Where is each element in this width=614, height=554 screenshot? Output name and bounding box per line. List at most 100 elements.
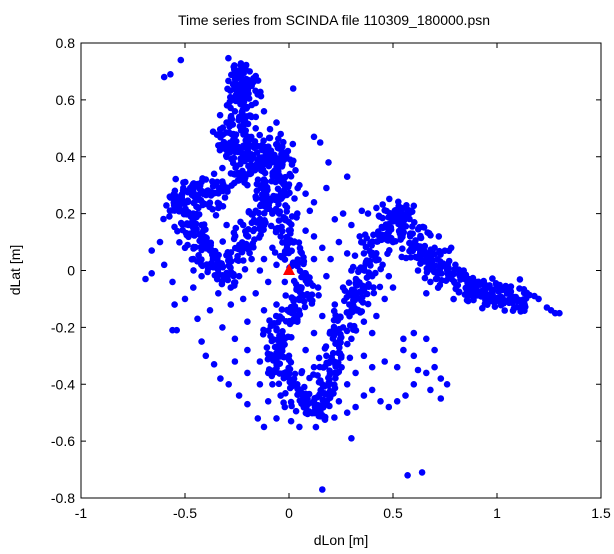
data-point — [225, 381, 232, 388]
data-point — [296, 295, 303, 302]
data-point — [227, 301, 235, 308]
data-point — [289, 140, 297, 148]
data-point — [256, 267, 264, 274]
data-point — [236, 115, 244, 123]
data-point — [207, 260, 215, 267]
data-point — [404, 214, 412, 221]
data-point — [360, 352, 368, 360]
data-point — [206, 307, 214, 314]
data-point — [240, 69, 247, 77]
data-point — [389, 238, 397, 246]
data-point — [470, 296, 477, 304]
y-axis-label: dLat [m] — [7, 245, 23, 296]
data-point — [263, 191, 270, 199]
data-point — [232, 83, 239, 91]
data-point — [281, 335, 289, 343]
data-point — [211, 247, 219, 255]
y-tick-label: 0.4 — [56, 149, 76, 165]
data-point — [318, 411, 326, 419]
data-point — [302, 392, 309, 399]
data-point — [325, 359, 333, 367]
data-point — [335, 398, 343, 405]
data-point — [231, 108, 239, 115]
data-point — [361, 231, 369, 238]
data-point — [223, 102, 231, 109]
data-point — [427, 278, 434, 286]
data-point — [230, 272, 237, 280]
data-point — [174, 206, 181, 214]
data-point — [235, 392, 243, 399]
data-point — [339, 210, 347, 217]
data-point — [287, 230, 294, 237]
data-point — [329, 327, 336, 335]
data-point — [395, 212, 403, 220]
data-point — [234, 252, 241, 260]
data-point — [231, 335, 239, 343]
data-point — [375, 228, 382, 235]
data-point — [431, 363, 438, 371]
data-point — [402, 254, 410, 262]
data-point — [273, 415, 280, 422]
data-point — [247, 156, 255, 163]
data-point — [191, 232, 198, 239]
data-point — [386, 195, 393, 203]
data-point — [244, 369, 251, 377]
data-point — [266, 125, 274, 133]
data-point — [167, 194, 174, 201]
data-point — [295, 259, 302, 266]
data-point — [414, 366, 422, 374]
data-point — [256, 215, 264, 223]
data-point — [450, 295, 457, 303]
x-tick-label: 1.5 — [591, 505, 611, 521]
data-point — [179, 226, 186, 234]
data-point — [163, 202, 170, 209]
data-point — [273, 301, 280, 308]
data-point — [313, 394, 321, 401]
data-point — [331, 414, 338, 421]
data-point — [425, 230, 433, 237]
data-point — [273, 119, 280, 126]
data-point — [294, 318, 301, 326]
data-point — [301, 383, 308, 391]
y-tick-label: 0.6 — [56, 92, 76, 108]
data-point — [227, 264, 234, 272]
data-point — [190, 255, 197, 263]
data-point — [329, 349, 337, 357]
data-point — [233, 89, 241, 97]
data-point — [245, 209, 253, 216]
data-point — [397, 236, 404, 243]
data-point — [431, 244, 438, 252]
y-tick-label: 0.2 — [56, 206, 76, 222]
data-point — [283, 208, 291, 215]
data-point — [243, 232, 251, 240]
data-point — [231, 358, 239, 365]
data-point — [450, 270, 457, 278]
data-point — [319, 381, 326, 388]
data-point — [270, 320, 278, 327]
data-point — [325, 159, 332, 166]
data-point — [277, 130, 285, 138]
data-point — [209, 206, 216, 213]
data-point — [287, 309, 295, 316]
data-point — [410, 329, 418, 337]
data-point — [272, 172, 279, 180]
data-point — [369, 238, 376, 245]
data-point — [421, 274, 429, 282]
data-point — [177, 196, 184, 203]
data-point — [256, 381, 264, 388]
data-point — [265, 162, 273, 170]
data-point — [300, 253, 307, 261]
data-point — [217, 375, 224, 382]
data-point — [272, 352, 280, 359]
data-point — [279, 347, 286, 355]
data-point — [260, 202, 267, 209]
data-point — [160, 261, 168, 269]
data-point — [232, 224, 240, 232]
data-point — [371, 252, 379, 259]
data-point — [263, 344, 271, 351]
data-point — [515, 296, 523, 304]
data-point — [244, 400, 251, 408]
data-point — [437, 251, 444, 258]
data-point — [169, 278, 176, 286]
data-point — [277, 392, 285, 399]
